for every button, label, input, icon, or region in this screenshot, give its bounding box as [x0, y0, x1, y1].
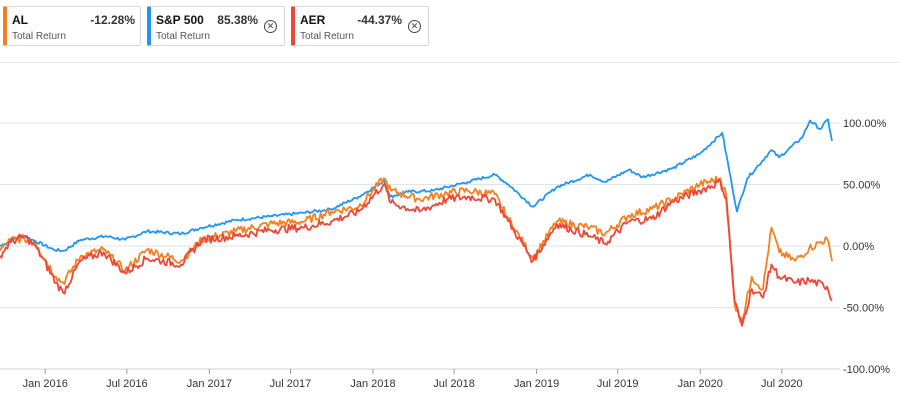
legend-subtitle: Total Return	[300, 31, 354, 42]
x-tick-label: Jan 2018	[350, 378, 395, 390]
legend-card-sp500[interactable]: S&P 500 85.38% Total Return ✕	[147, 6, 285, 46]
y-tick-label: -100.00%	[843, 364, 890, 376]
x-tick-label: Jul 2020	[761, 378, 803, 390]
x-tick-label: Jan 2020	[678, 378, 723, 390]
grid	[0, 122, 840, 370]
header-divider	[0, 62, 900, 63]
legend-ticker: AL	[12, 13, 28, 27]
x-axis: Jan 2016 Jul 2016 Jan 2017 Jul 2017 Jan 2018…	[0, 368, 840, 390]
series-line-s-p-500	[0, 118, 833, 253]
legend-subtitle: Total Return	[12, 31, 66, 42]
x-tick-label: Jan 2019	[514, 378, 559, 390]
y-tick-label: -50.00%	[843, 303, 884, 315]
series-line-aer	[0, 178, 833, 327]
x-tick-label: Jan 2017	[187, 378, 232, 390]
legend-card-aer[interactable]: AER -44.37% Total Return ✕	[291, 6, 429, 46]
legend-card-al[interactable]: AL -12.28% Total Return	[3, 6, 141, 46]
legend-ticker: AER	[300, 13, 326, 27]
legend-value: -12.28%	[90, 13, 135, 27]
y-tick-label: 0.00%	[843, 241, 874, 253]
series-group	[0, 118, 833, 327]
x-tick-label: Jan 2016	[23, 378, 68, 390]
y-axis: 100.00% 50.00% 0.00% -50.00% -100.00%	[843, 118, 890, 376]
x-tick-label: Jul 2017	[270, 378, 312, 390]
legend: AL -12.28% Total Return S&P 500 85.38% T…	[3, 6, 429, 46]
legend-value: 85.38%	[217, 13, 258, 27]
x-tick-label: Jul 2019	[597, 378, 639, 390]
close-icon[interactable]: ✕	[408, 20, 421, 33]
series-line-al	[0, 175, 833, 324]
close-icon[interactable]: ✕	[264, 20, 277, 33]
legend-subtitle: Total Return	[156, 31, 210, 42]
legend-value: -44.37%	[357, 13, 402, 27]
legend-ticker: S&P 500	[156, 13, 204, 27]
y-tick-label: 100.00%	[843, 118, 887, 130]
x-tick-label: Jul 2016	[106, 378, 148, 390]
x-tick-label: Jul 2018	[433, 378, 475, 390]
y-tick-label: 50.00%	[843, 180, 881, 192]
